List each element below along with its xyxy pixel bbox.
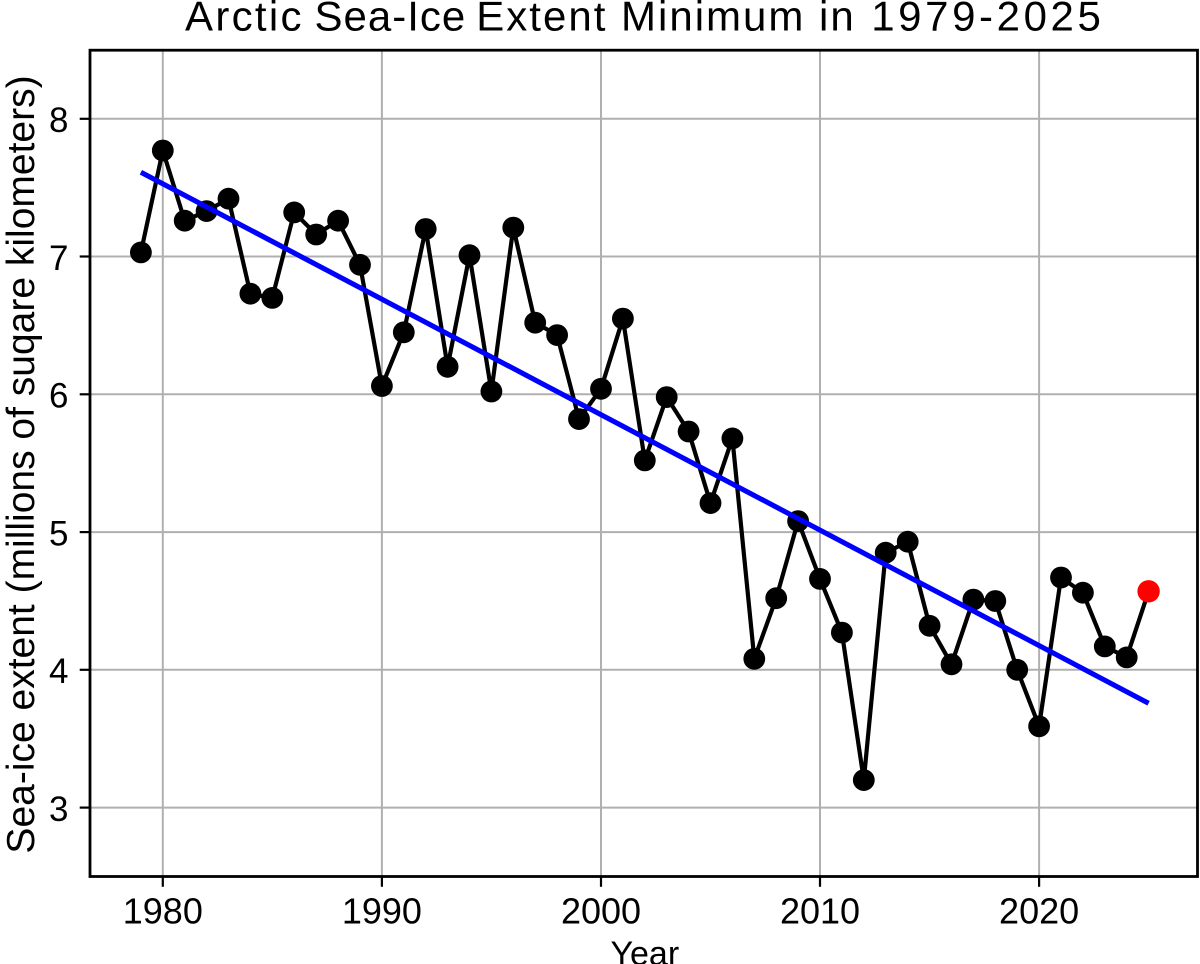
svg-text:5: 5: [49, 514, 68, 553]
svg-text:8: 8: [49, 101, 68, 140]
svg-text:1980: 1980: [123, 890, 203, 931]
svg-text:2000: 2000: [561, 890, 641, 931]
svg-text:4: 4: [49, 652, 68, 691]
svg-text:Year: Year: [610, 935, 679, 964]
svg-text:2020: 2020: [999, 890, 1079, 931]
svg-text:6: 6: [49, 377, 68, 416]
svg-text:Arctic Sea-Ice Extent Minimum: Arctic Sea-Ice Extent Minimum in 1979-20…: [185, 0, 1104, 40]
svg-text:Sea-ice extent (millions of su: Sea-ice extent (millions of suqare kilom…: [0, 75, 43, 853]
svg-text:1990: 1990: [342, 890, 422, 931]
svg-text:7: 7: [49, 239, 68, 278]
svg-text:3: 3: [49, 790, 68, 829]
svg-text:2010: 2010: [780, 890, 860, 931]
